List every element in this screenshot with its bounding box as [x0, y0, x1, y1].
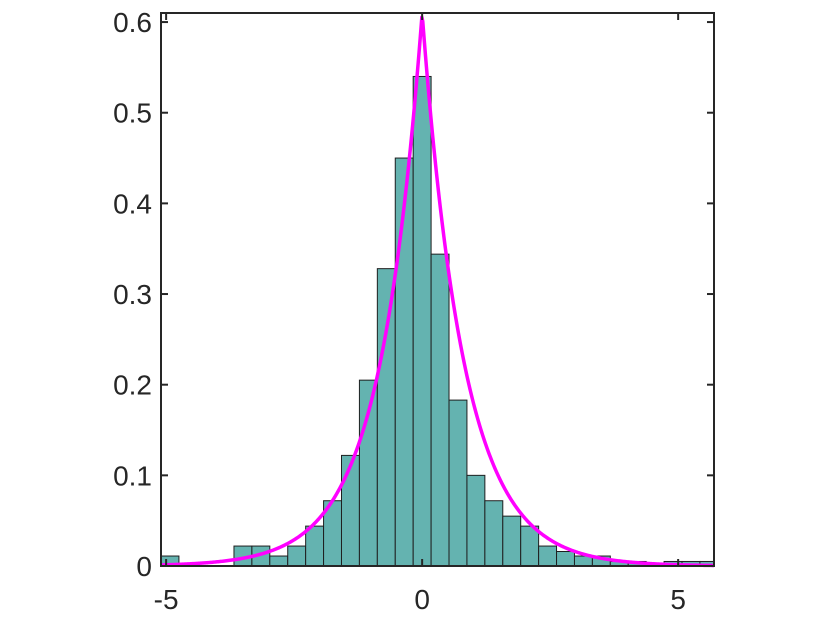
histogram-bar [538, 545, 558, 567]
axes-box [160, 12, 715, 567]
histogram-bar [376, 268, 396, 567]
x-tick-label: 5 [670, 584, 686, 615]
histogram-bar [287, 545, 307, 567]
y-tick-label: 0 [136, 551, 152, 582]
y-tick-label: 0.2 [113, 370, 152, 401]
x-tick-label: 0 [414, 584, 430, 615]
histogram-bar [340, 454, 360, 567]
histogram-bar [269, 555, 289, 567]
y-tick-label: 0.4 [113, 188, 152, 219]
density-curve [160, 15, 715, 568]
histogram-bar [520, 525, 540, 567]
histogram-bar [484, 500, 504, 567]
axes-group [160, 12, 715, 567]
histogram-bar [466, 474, 486, 567]
histogram-bar [305, 525, 325, 567]
x-tick-label: -5 [154, 584, 179, 615]
y-tick-label: 0.6 [113, 7, 152, 38]
histogram-bar [502, 515, 522, 567]
bars-group [160, 75, 715, 567]
histogram-bar [430, 253, 450, 567]
y-tick-label: 0.3 [113, 279, 152, 310]
histogram-bar [556, 550, 575, 567]
ticks-group: -5 0 500.10.20.30.40.50.6 [113, 7, 714, 615]
histogram-bar [448, 399, 468, 567]
y-tick-label: 0.1 [113, 460, 152, 491]
y-tick-label: 0.5 [113, 98, 152, 129]
histogram-bar [412, 75, 432, 567]
